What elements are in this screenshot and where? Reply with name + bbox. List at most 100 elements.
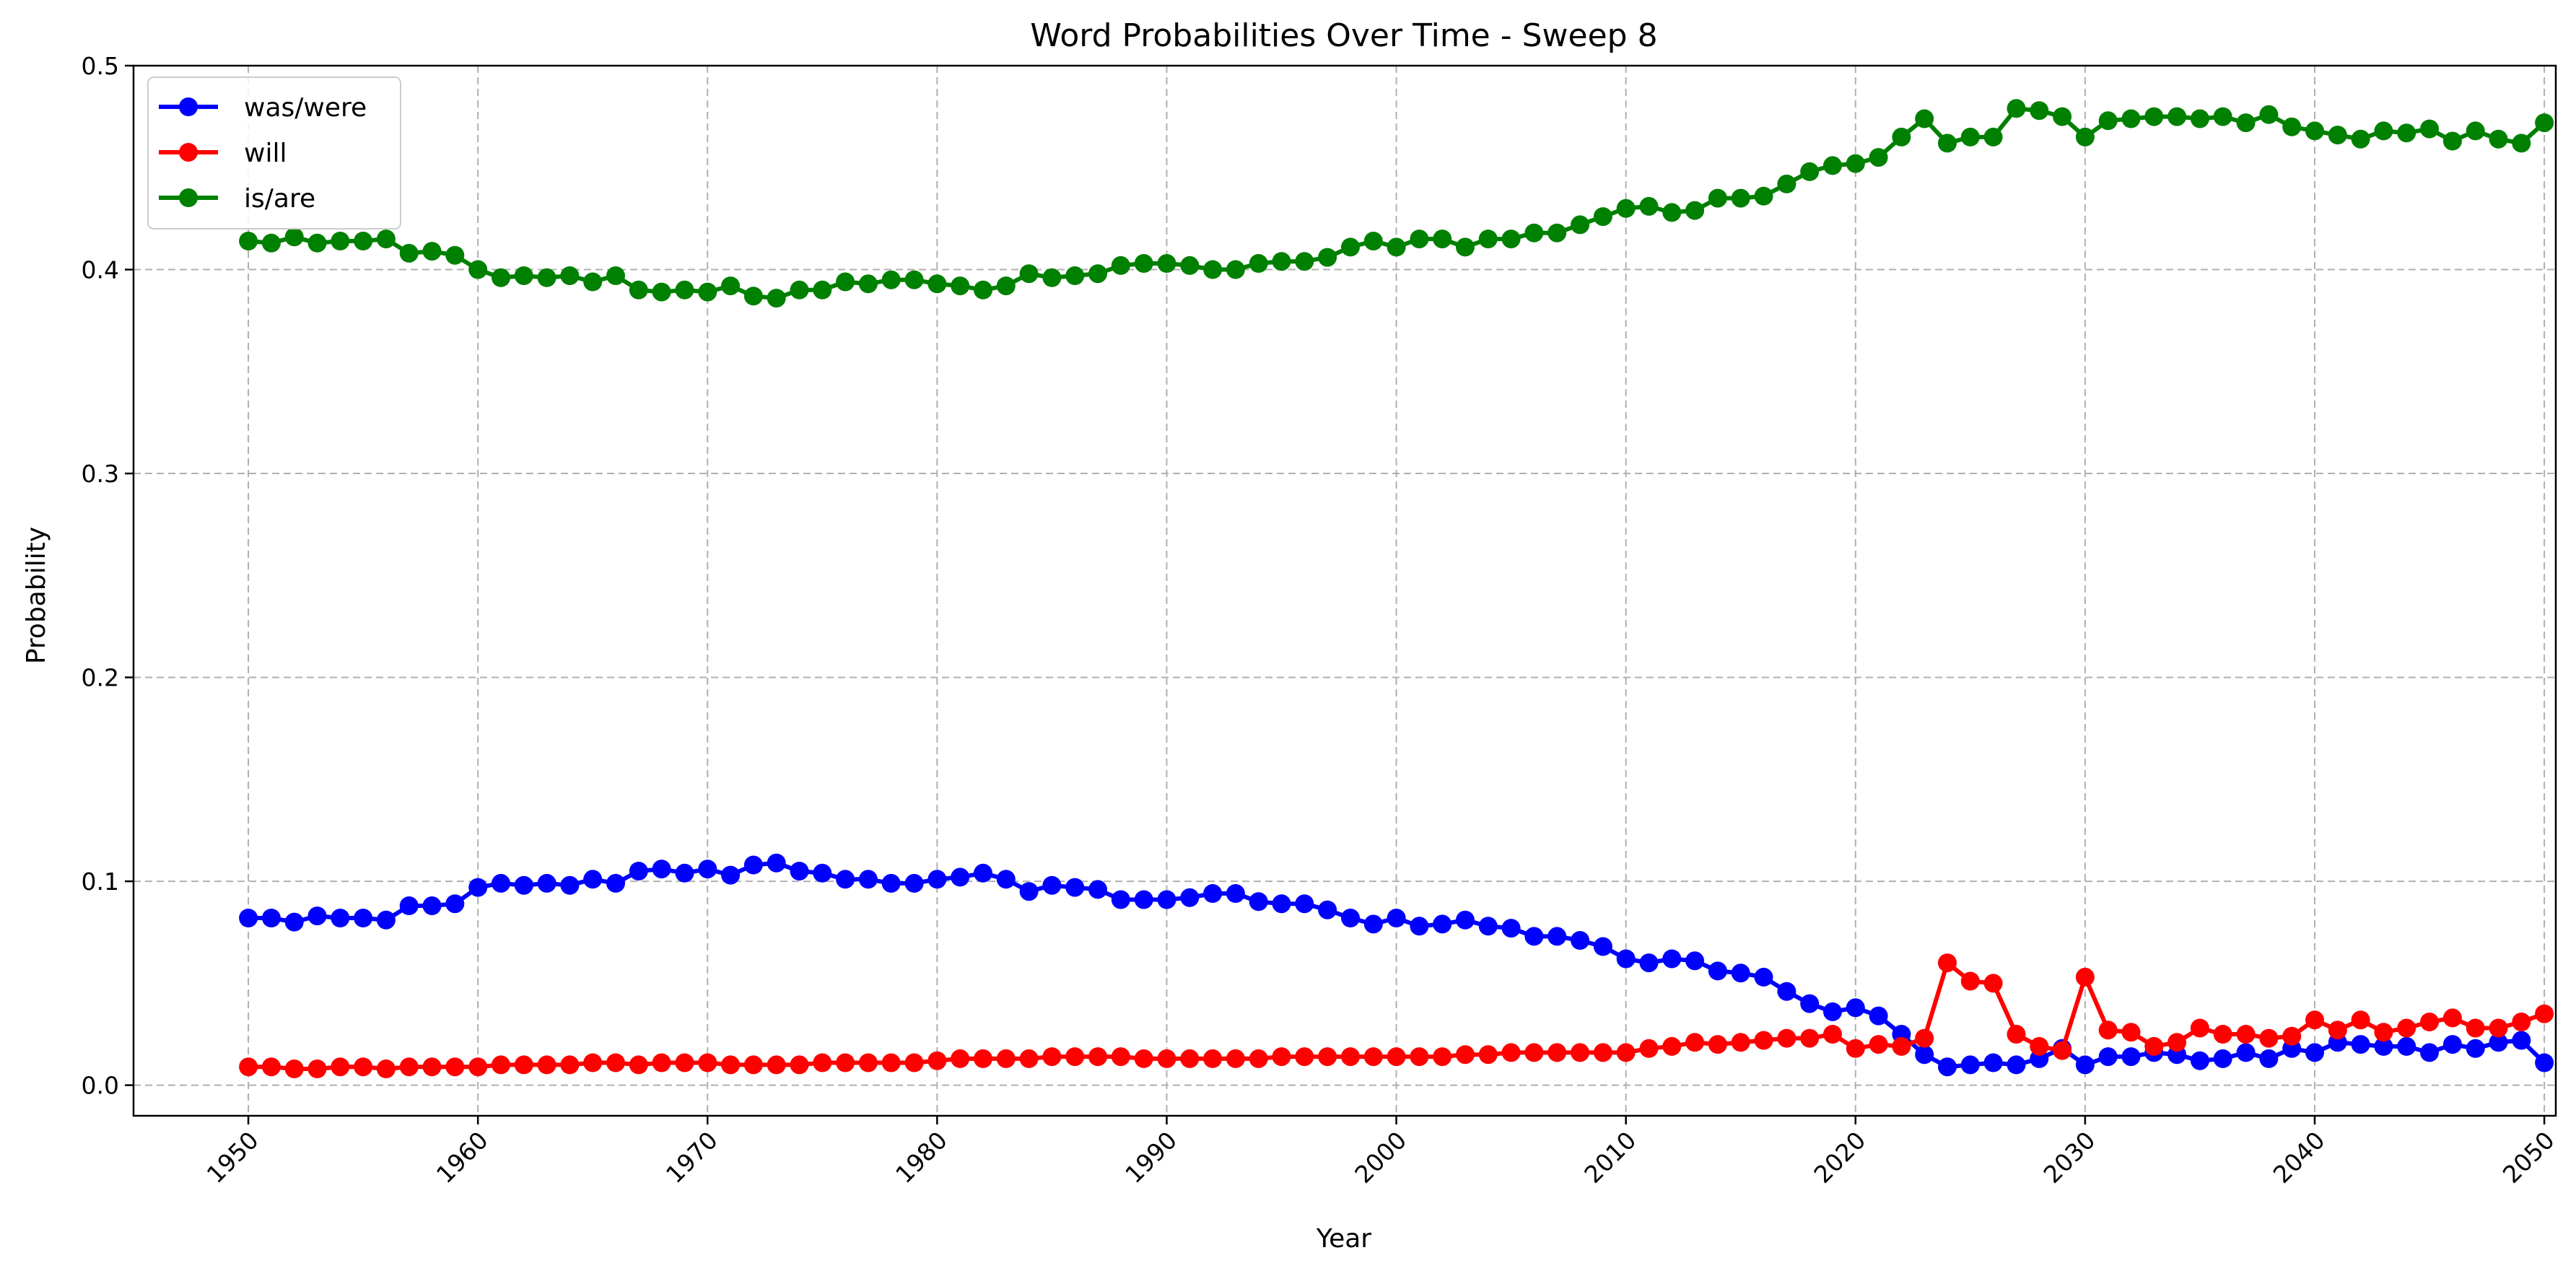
data-point-is-are [1524,223,1544,242]
data-point-will [698,1053,717,1072]
data-point-is-are [422,242,442,261]
x-tick-label: 2030 [2038,1126,2101,1189]
data-point-will [514,1055,533,1075]
data-point-is-are [1157,254,1176,273]
data-point-is-are [1639,196,1659,216]
data-point-is-are [1065,266,1085,285]
data-point-will [1456,1045,1475,1065]
data-point-was-were [2535,1053,2554,1072]
data-point-will [1869,1035,1888,1054]
data-point-was-were [1708,961,1727,981]
data-point-will [1846,1039,1865,1058]
data-point-was-were [767,853,786,873]
data-point-is-are [1272,252,1291,271]
data-point-will [560,1055,580,1075]
data-point-will [1823,1025,1842,1044]
data-point-will [1731,1033,1750,1052]
data-point-was-were [1915,1045,1934,1065]
data-point-will [284,1059,304,1078]
data-point-will [1180,1049,1200,1068]
series-will [239,953,2554,1078]
data-point-was-were [904,873,924,893]
data-point-was-were [1226,884,1245,903]
data-point-will [2512,1013,2531,1031]
data-point-is-are [1960,127,1980,147]
data-point-is-are [2466,121,2485,141]
data-point-is-are [904,270,924,289]
data-point-is-are [1571,215,1590,235]
legend-marker [179,97,198,116]
data-point-is-are [239,232,258,250]
data-point-was-were [2075,1055,2095,1075]
data-point-was-were [2442,1035,2462,1054]
data-point-was-were [1777,982,1796,1001]
data-point-was-were [2374,1036,2393,1056]
x-tick-label: 1980 [890,1126,953,1189]
data-point-is-are [1363,232,1383,250]
data-point-will [2442,1008,2462,1028]
data-point-was-were [307,906,327,926]
data-point-is-are [537,268,556,287]
data-point-will [492,1055,510,1075]
data-point-is-are [1823,156,1842,175]
data-point-will [1134,1049,1153,1068]
data-point-is-are [1226,260,1245,279]
data-point-was-were [354,909,373,927]
data-point-will [1593,1043,1612,1062]
data-point-is-are [1593,207,1612,227]
y-axis-ticks: 0.0 0.1 0.2 0.3 0.4 0.5 [82,52,134,1100]
data-point-was-were [974,863,992,883]
data-point-will [951,1049,970,1068]
data-point-will [2305,1010,2324,1030]
data-point-was-were [1295,894,1314,914]
data-point-is-are [698,282,717,302]
data-point-was-were [1593,937,1612,956]
data-point-is-are [1938,134,1957,153]
data-point-is-are [767,289,786,308]
data-point-will [1777,1028,1796,1048]
data-point-is-are [1800,162,1820,181]
data-point-is-are [629,280,648,300]
data-point-was-were [331,909,350,927]
data-point-is-are [1777,174,1796,193]
data-point-is-are [1501,230,1521,249]
data-point-is-are [2420,119,2439,139]
data-point-was-were [743,855,763,875]
data-point-will [1800,1028,1820,1048]
data-point-will [1318,1047,1337,1067]
data-point-is-are [1410,230,1429,249]
data-point-will [537,1055,556,1075]
data-point-was-were [1456,910,1475,930]
data-point-will [927,1051,947,1070]
data-point-is-are [261,233,281,253]
data-point-is-are [1731,188,1750,208]
data-point-will [813,1053,832,1072]
legend-box [147,77,401,230]
data-point-was-were [2489,1033,2508,1052]
data-point-was-were [629,862,648,880]
data-point-will [2213,1025,2232,1044]
data-point-is-are [858,274,878,294]
data-point-is-are [2236,113,2256,133]
data-point-is-are [2512,134,2531,153]
data-point-will [376,1059,396,1078]
data-point-was-were [2007,1055,2026,1075]
data-point-was-were [1960,1055,1980,1075]
data-point-is-are [1616,198,1636,218]
data-point-was-were [652,860,671,879]
data-point-was-were [1019,882,1039,901]
data-point-was-were [514,875,533,895]
data-point-will [1915,1028,1934,1048]
data-point-will [2535,1004,2554,1023]
y-tick-label: 0.4 [82,256,119,284]
data-point-will [2282,1026,2302,1046]
data-point-is-are [2213,107,2232,126]
data-point-was-were [836,870,855,889]
data-point-will [1226,1049,1245,1068]
data-point-was-were [1318,900,1337,919]
data-point-will [1938,953,1957,973]
data-point-is-are [492,268,510,287]
x-tick-label: 1960 [431,1126,494,1189]
data-point-was-were [1501,919,1521,938]
